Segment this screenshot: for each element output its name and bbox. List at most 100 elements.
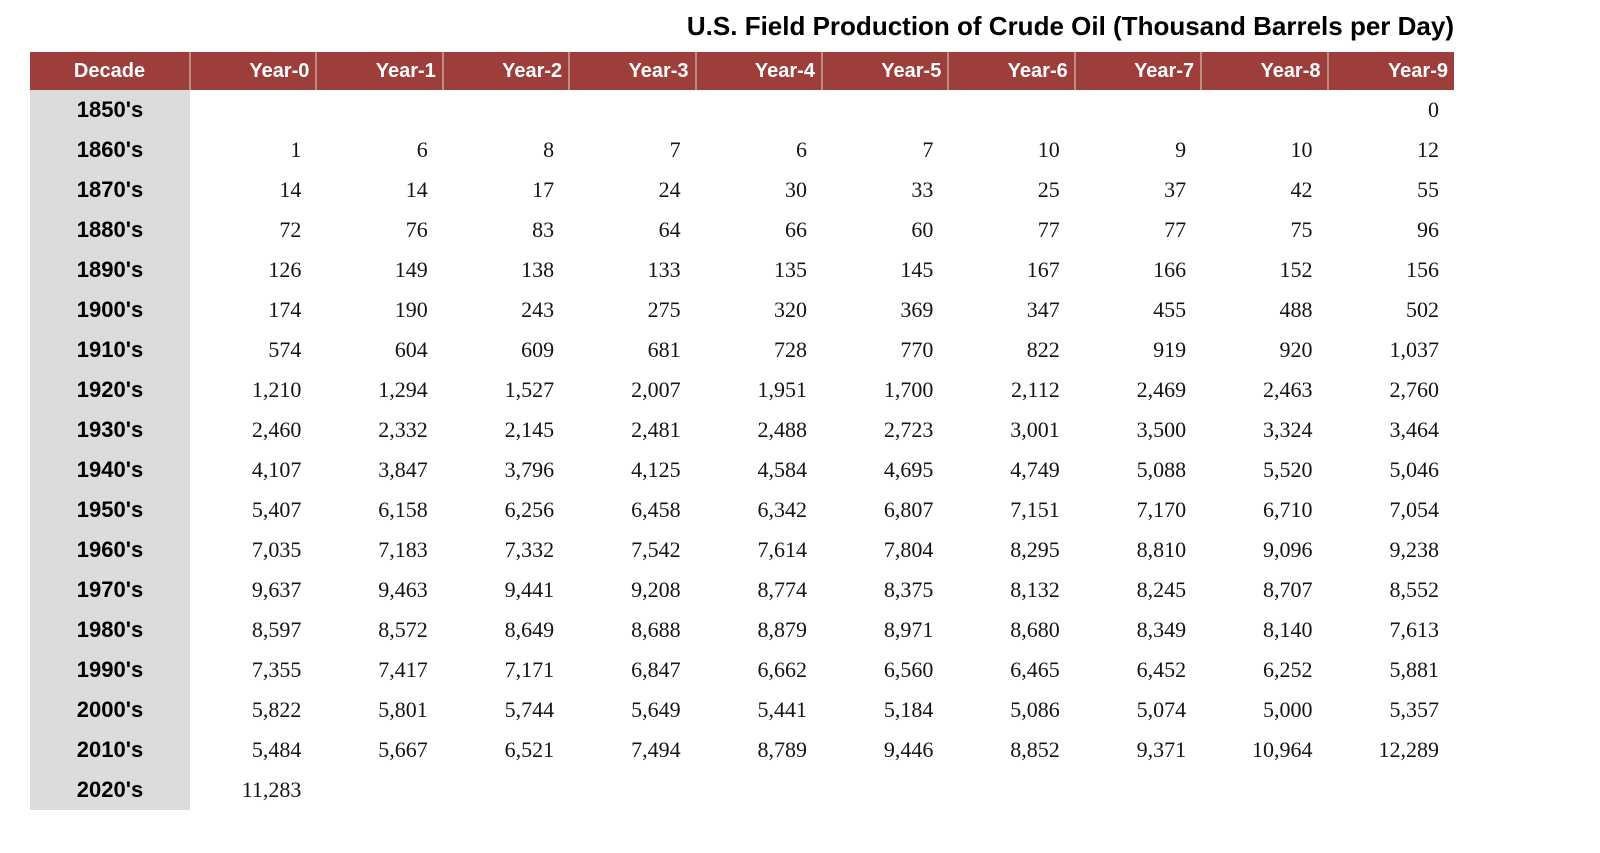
value-cell <box>569 90 695 130</box>
crude-oil-production-table: Decade Year-0 Year-1 Year-2 Year-3 Year-4 Year… <box>30 52 1454 810</box>
value-cell: 7 <box>922 137 934 162</box>
value-cell: 2,481 <box>631 417 681 442</box>
column-header-year-9: Year-9 <box>1326 52 1454 90</box>
value-cell <box>948 90 1074 130</box>
value-cell: 243 <box>521 297 555 322</box>
value-cell: 5,744 <box>504 697 555 722</box>
value-cell: 7,183 <box>378 537 428 562</box>
table-row: 1930's 2,460 2,332 2,145 2,481 2,488 2,723 3,00… <box>30 410 1454 450</box>
value-cell: 14 <box>405 177 428 202</box>
table-row: 1910's 574 604 609 681 728 770 822 919 920 1,037 <box>30 330 1454 370</box>
value-cell <box>948 770 1074 810</box>
value-cell: 7,170 <box>1136 497 1187 522</box>
value-cell: 1,037 <box>1389 337 1440 362</box>
value-cell <box>1201 90 1327 130</box>
value-cell: 6,662 <box>757 657 807 682</box>
table-row: 1880's 72 76 83 64 66 60 77 77 75 96 <box>30 210 1454 250</box>
table-row: 1890's 126 149 138 133 135 145 167 166 152 156 <box>30 250 1454 290</box>
value-cell: 8,688 <box>631 617 681 642</box>
value-cell: 9,371 <box>1136 737 1187 762</box>
value-cell: 6,560 <box>883 657 934 682</box>
value-cell <box>190 90 316 130</box>
value-cell: 135 <box>773 257 807 282</box>
value-cell <box>443 90 569 130</box>
value-cell: 166 <box>1153 257 1187 282</box>
value-cell: 4,584 <box>757 457 807 482</box>
column-header-year-6: Year-6 <box>947 52 1075 90</box>
value-cell: 8,349 <box>1136 617 1187 642</box>
value-cell: 174 <box>268 297 302 322</box>
value-cell: 770 <box>900 337 934 362</box>
value-cell: 3,464 <box>1389 417 1440 442</box>
value-cell: 55 <box>1417 177 1439 202</box>
column-header-year-3: Year-3 <box>568 52 696 90</box>
value-cell: 3,001 <box>1010 417 1060 442</box>
value-cell: 167 <box>1026 257 1060 282</box>
value-cell: 9 <box>1175 137 1187 162</box>
value-cell: 8,597 <box>251 617 302 642</box>
value-cell: 133 <box>647 257 681 282</box>
value-cell: 126 <box>268 257 302 282</box>
table-row: 1920's 1,210 1,294 1,527 2,007 1,951 1,700 2,11… <box>30 370 1454 410</box>
value-cell: 2,463 <box>1263 377 1313 402</box>
value-cell: 190 <box>394 297 428 322</box>
value-cell: 6 <box>416 137 428 162</box>
value-cell: 275 <box>647 297 681 322</box>
column-header-year-1: Year-1 <box>315 52 443 90</box>
value-cell: 9,463 <box>378 577 428 602</box>
table-row: 1850's 0 <box>30 90 1454 130</box>
value-cell: 8,680 <box>1010 617 1060 642</box>
value-cell <box>1075 770 1201 810</box>
column-header-year-5: Year-5 <box>820 52 949 90</box>
value-cell: 7,804 <box>883 537 934 562</box>
value-cell: 9,637 <box>251 577 302 602</box>
value-cell <box>1075 90 1201 130</box>
value-cell: 4,695 <box>883 457 934 482</box>
value-cell: 77 <box>1164 217 1187 242</box>
value-cell: 145 <box>900 257 934 282</box>
table-row: 1950's 5,407 6,158 6,256 6,458 6,342 6,807 7,15… <box>30 490 1454 530</box>
value-cell: 8,132 <box>1010 577 1060 602</box>
value-cell: 8,572 <box>378 617 428 642</box>
value-cell: 369 <box>900 297 934 322</box>
value-cell: 7,171 <box>504 657 555 682</box>
value-cell: 8,552 <box>1389 577 1440 602</box>
value-cell: 24 <box>658 177 681 202</box>
value-cell: 9,208 <box>631 577 681 602</box>
value-cell: 609 <box>521 337 555 362</box>
value-cell: 6,252 <box>1263 657 1313 682</box>
decade-label: 1860's <box>30 130 190 170</box>
value-cell: 152 <box>1279 257 1313 282</box>
value-cell: 8,649 <box>504 617 555 642</box>
value-cell: 604 <box>394 337 428 362</box>
table-row: 2000's 5,822 5,801 5,744 5,649 5,441 5,184 5,08… <box>30 690 1454 730</box>
value-cell: 7,355 <box>251 657 302 682</box>
value-cell: 5,441 <box>757 697 807 722</box>
value-cell: 8,140 <box>1263 617 1313 642</box>
table-row: 1860's 1 6 8 7 6 7 10 9 10 12 <box>30 130 1454 170</box>
table-header: Decade Year-0 Year-1 Year-2 Year-3 Year-4 Year… <box>30 52 1454 90</box>
table-row: 1900's 174 190 243 275 320 369 347 455 488 502 <box>30 290 1454 330</box>
value-cell: 4,125 <box>631 457 681 482</box>
value-cell: 72 <box>279 217 302 242</box>
decade-label: 1990's <box>30 650 190 690</box>
value-cell: 7,613 <box>1389 617 1440 642</box>
column-header-year-0: Year-0 <box>188 52 317 90</box>
value-cell: 149 <box>394 257 428 282</box>
table-row: 2010's 5,484 5,667 6,521 7,494 8,789 9,446 8,85… <box>30 730 1454 770</box>
value-cell: 574 <box>268 337 302 362</box>
value-cell: 3,324 <box>1263 417 1313 442</box>
value-cell: 488 <box>1279 297 1313 322</box>
value-cell: 12 <box>1417 137 1439 162</box>
value-cell: 7,417 <box>378 657 428 682</box>
value-cell: 96 <box>1417 217 1439 242</box>
decade-label: 2020's <box>30 770 190 810</box>
value-cell: 12,289 <box>1378 737 1440 762</box>
value-cell: 2,469 <box>1136 377 1187 402</box>
value-cell: 6,458 <box>631 497 681 522</box>
value-cell: 17 <box>532 177 555 202</box>
value-cell: 7,542 <box>631 537 681 562</box>
value-cell: 7,494 <box>631 737 681 762</box>
value-cell: 728 <box>773 337 807 362</box>
table-body: 1850's 0 1860's 1 6 8 7 6 7 10 9 10 12 1870's 14 14 17 24… <box>30 90 1454 810</box>
